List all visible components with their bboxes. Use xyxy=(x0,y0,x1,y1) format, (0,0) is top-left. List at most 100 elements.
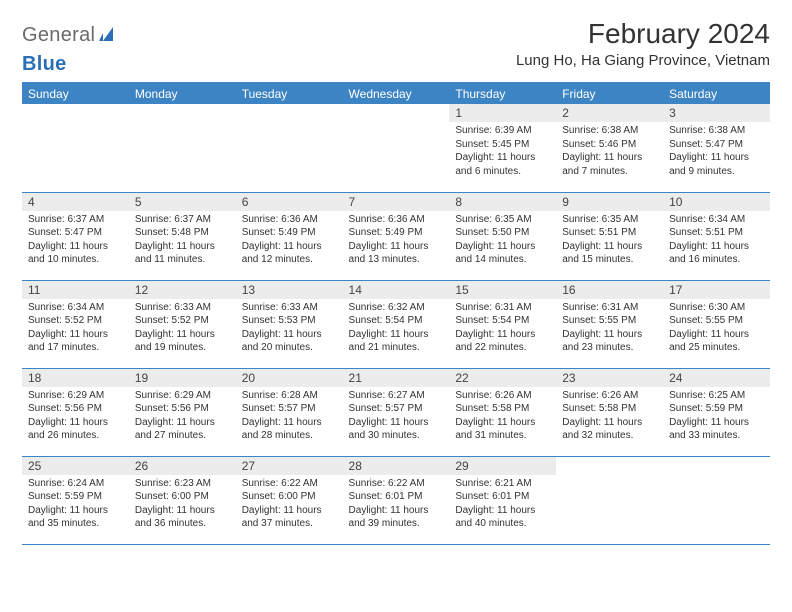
weekday-header: Thursday xyxy=(449,83,556,104)
sunset-text: Sunset: 5:54 PM xyxy=(349,314,444,328)
daylight-text: Daylight: 11 hours and 23 minutes. xyxy=(562,328,657,355)
sunset-text: Sunset: 5:56 PM xyxy=(135,402,230,416)
day-number: 2 xyxy=(556,104,663,122)
sunset-text: Sunset: 5:49 PM xyxy=(242,226,337,240)
daylight-text: Daylight: 11 hours and 7 minutes. xyxy=(562,151,657,178)
sunrise-text: Sunrise: 6:31 AM xyxy=(455,301,550,315)
sunrise-text: Sunrise: 6:37 AM xyxy=(28,213,123,227)
day-details: Sunrise: 6:37 AMSunset: 5:47 PMDaylight:… xyxy=(22,211,129,271)
calendar-day-cell: 19Sunrise: 6:29 AMSunset: 5:56 PMDayligh… xyxy=(129,368,236,456)
daylight-text: Daylight: 11 hours and 11 minutes. xyxy=(135,240,230,267)
calendar-day-cell: 9Sunrise: 6:35 AMSunset: 5:51 PMDaylight… xyxy=(556,192,663,280)
sunrise-text: Sunrise: 6:25 AM xyxy=(669,389,764,403)
day-number: 23 xyxy=(556,369,663,387)
day-details: Sunrise: 6:23 AMSunset: 6:00 PMDaylight:… xyxy=(129,475,236,535)
calendar-day-cell: 4Sunrise: 6:37 AMSunset: 5:47 PMDaylight… xyxy=(22,192,129,280)
day-number: 6 xyxy=(236,193,343,211)
calendar-day-cell: 21Sunrise: 6:27 AMSunset: 5:57 PMDayligh… xyxy=(343,368,450,456)
daylight-text: Daylight: 11 hours and 30 minutes. xyxy=(349,416,444,443)
day-number: 29 xyxy=(449,457,556,475)
weekday-header: Sunday xyxy=(22,83,129,104)
sunrise-text: Sunrise: 6:36 AM xyxy=(242,213,337,227)
calendar-day-cell xyxy=(22,104,129,192)
sunset-text: Sunset: 5:59 PM xyxy=(28,490,123,504)
day-number: 19 xyxy=(129,369,236,387)
day-details: Sunrise: 6:21 AMSunset: 6:01 PMDaylight:… xyxy=(449,475,556,535)
sunrise-text: Sunrise: 6:22 AM xyxy=(349,477,444,491)
sunrise-text: Sunrise: 6:36 AM xyxy=(349,213,444,227)
day-number: 16 xyxy=(556,281,663,299)
day-number: 15 xyxy=(449,281,556,299)
daylight-text: Daylight: 11 hours and 19 minutes. xyxy=(135,328,230,355)
sunrise-text: Sunrise: 6:33 AM xyxy=(242,301,337,315)
sail-icon xyxy=(99,25,119,46)
day-details: Sunrise: 6:30 AMSunset: 5:55 PMDaylight:… xyxy=(663,299,770,359)
calendar-day-cell: 24Sunrise: 6:25 AMSunset: 5:59 PMDayligh… xyxy=(663,368,770,456)
sunset-text: Sunset: 6:00 PM xyxy=(135,490,230,504)
month-title: February 2024 xyxy=(516,18,770,50)
day-number: 22 xyxy=(449,369,556,387)
sunrise-text: Sunrise: 6:39 AM xyxy=(455,124,550,138)
sunrise-text: Sunrise: 6:35 AM xyxy=(455,213,550,227)
sunset-text: Sunset: 5:47 PM xyxy=(28,226,123,240)
calendar-page: General February 2024 Lung Ho, Ha Giang … xyxy=(0,0,792,555)
calendar-week-row: 11Sunrise: 6:34 AMSunset: 5:52 PMDayligh… xyxy=(22,280,770,368)
sunset-text: Sunset: 5:53 PM xyxy=(242,314,337,328)
sunrise-text: Sunrise: 6:32 AM xyxy=(349,301,444,315)
sunset-text: Sunset: 6:00 PM xyxy=(242,490,337,504)
calendar-day-cell: 28Sunrise: 6:22 AMSunset: 6:01 PMDayligh… xyxy=(343,456,450,544)
calendar-day-cell: 12Sunrise: 6:33 AMSunset: 5:52 PMDayligh… xyxy=(129,280,236,368)
sunset-text: Sunset: 5:55 PM xyxy=(562,314,657,328)
sunrise-text: Sunrise: 6:33 AM xyxy=(135,301,230,315)
sunrise-text: Sunrise: 6:29 AM xyxy=(135,389,230,403)
logo-text-general: General xyxy=(22,24,95,47)
calendar-day-cell: 20Sunrise: 6:28 AMSunset: 5:57 PMDayligh… xyxy=(236,368,343,456)
day-number: 27 xyxy=(236,457,343,475)
sunrise-text: Sunrise: 6:35 AM xyxy=(562,213,657,227)
sunset-text: Sunset: 5:55 PM xyxy=(669,314,764,328)
day-number: 13 xyxy=(236,281,343,299)
daylight-text: Daylight: 11 hours and 6 minutes. xyxy=(455,151,550,178)
sunrise-text: Sunrise: 6:38 AM xyxy=(562,124,657,138)
day-number: 24 xyxy=(663,369,770,387)
calendar-day-cell: 10Sunrise: 6:34 AMSunset: 5:51 PMDayligh… xyxy=(663,192,770,280)
calendar-day-cell: 29Sunrise: 6:21 AMSunset: 6:01 PMDayligh… xyxy=(449,456,556,544)
calendar-day-cell: 22Sunrise: 6:26 AMSunset: 5:58 PMDayligh… xyxy=(449,368,556,456)
sunset-text: Sunset: 5:56 PM xyxy=(28,402,123,416)
daylight-text: Daylight: 11 hours and 36 minutes. xyxy=(135,504,230,531)
day-number: 8 xyxy=(449,193,556,211)
day-details: Sunrise: 6:35 AMSunset: 5:50 PMDaylight:… xyxy=(449,211,556,271)
calendar-day-cell xyxy=(663,456,770,544)
day-details: Sunrise: 6:38 AMSunset: 5:47 PMDaylight:… xyxy=(663,122,770,182)
calendar-week-row: 18Sunrise: 6:29 AMSunset: 5:56 PMDayligh… xyxy=(22,368,770,456)
sunset-text: Sunset: 5:48 PM xyxy=(135,226,230,240)
calendar-day-cell xyxy=(129,104,236,192)
daylight-text: Daylight: 11 hours and 22 minutes. xyxy=(455,328,550,355)
day-number: 20 xyxy=(236,369,343,387)
sunrise-text: Sunrise: 6:22 AM xyxy=(242,477,337,491)
daylight-text: Daylight: 11 hours and 35 minutes. xyxy=(28,504,123,531)
day-details: Sunrise: 6:36 AMSunset: 5:49 PMDaylight:… xyxy=(343,211,450,271)
daylight-text: Daylight: 11 hours and 37 minutes. xyxy=(242,504,337,531)
logo: General xyxy=(22,18,121,47)
sunrise-text: Sunrise: 6:31 AM xyxy=(562,301,657,315)
calendar-day-cell: 2Sunrise: 6:38 AMSunset: 5:46 PMDaylight… xyxy=(556,104,663,192)
day-number: 4 xyxy=(22,193,129,211)
calendar-day-cell: 7Sunrise: 6:36 AMSunset: 5:49 PMDaylight… xyxy=(343,192,450,280)
day-details: Sunrise: 6:29 AMSunset: 5:56 PMDaylight:… xyxy=(22,387,129,447)
sunrise-text: Sunrise: 6:34 AM xyxy=(669,213,764,227)
calendar-week-row: 4Sunrise: 6:37 AMSunset: 5:47 PMDaylight… xyxy=(22,192,770,280)
daylight-text: Daylight: 11 hours and 15 minutes. xyxy=(562,240,657,267)
calendar-day-cell: 1Sunrise: 6:39 AMSunset: 5:45 PMDaylight… xyxy=(449,104,556,192)
daylight-text: Daylight: 11 hours and 12 minutes. xyxy=(242,240,337,267)
calendar-table: Sunday Monday Tuesday Wednesday Thursday… xyxy=(22,82,770,545)
day-details: Sunrise: 6:37 AMSunset: 5:48 PMDaylight:… xyxy=(129,211,236,271)
daylight-text: Daylight: 11 hours and 39 minutes. xyxy=(349,504,444,531)
daylight-text: Daylight: 11 hours and 31 minutes. xyxy=(455,416,550,443)
day-number: 18 xyxy=(22,369,129,387)
day-number: 5 xyxy=(129,193,236,211)
title-block: February 2024 Lung Ho, Ha Giang Province… xyxy=(516,18,770,69)
day-number: 1 xyxy=(449,104,556,122)
calendar-day-cell xyxy=(236,104,343,192)
sunset-text: Sunset: 5:57 PM xyxy=(242,402,337,416)
